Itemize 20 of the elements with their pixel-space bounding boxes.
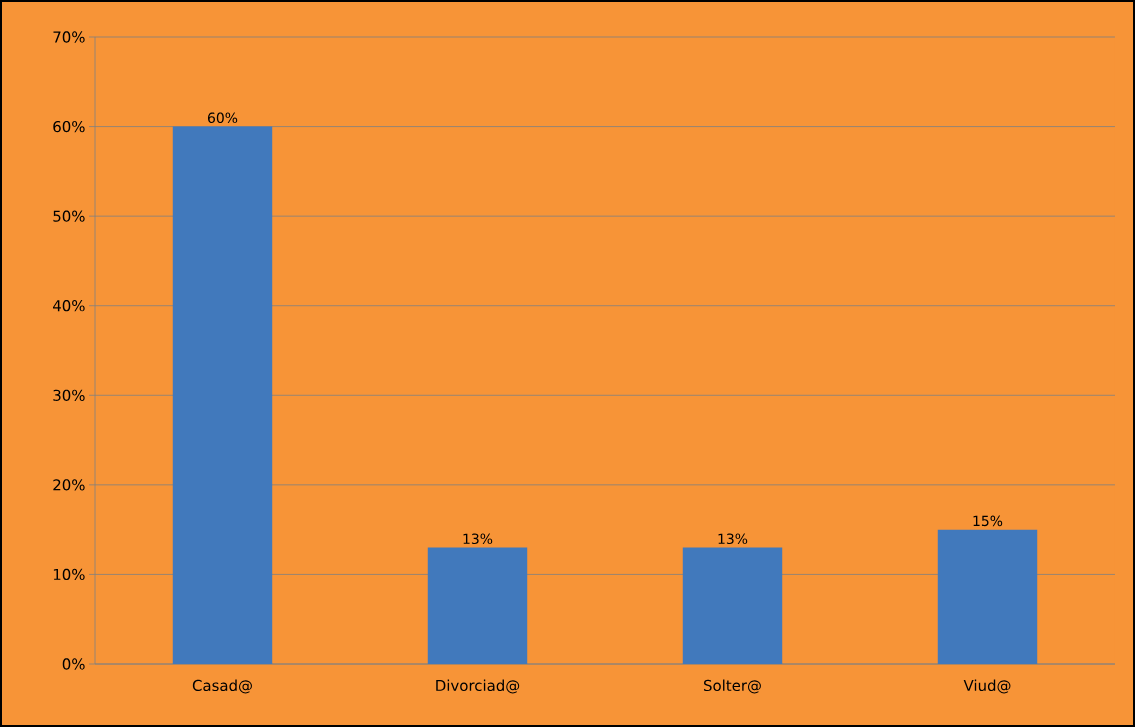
y-tick-label: 40% [53,300,85,312]
data-label: 13% [463,533,493,545]
y-tick-label: 60% [53,120,85,133]
y-tick-label: 20% [53,479,85,491]
x-tick-label: Divorciad@ [436,679,520,694]
x-tick-label: Viud@ [963,679,1011,694]
bar [682,547,783,664]
y-tick-label: 10% [53,568,85,581]
x-tick-label: Casad@ [192,679,252,694]
data-label: 60% [207,112,238,124]
bar [427,547,528,664]
y-tick-label: 30% [53,389,85,401]
bar [937,529,1038,664]
data-label: 13% [718,533,748,545]
bar [172,126,273,664]
y-tick-label: 0% [62,658,85,670]
x-tick-label: Solter@ [704,679,761,694]
y-tick-label: 70% [53,31,85,43]
data-label: 15% [973,515,1003,527]
y-tick-label: 50% [53,210,85,222]
